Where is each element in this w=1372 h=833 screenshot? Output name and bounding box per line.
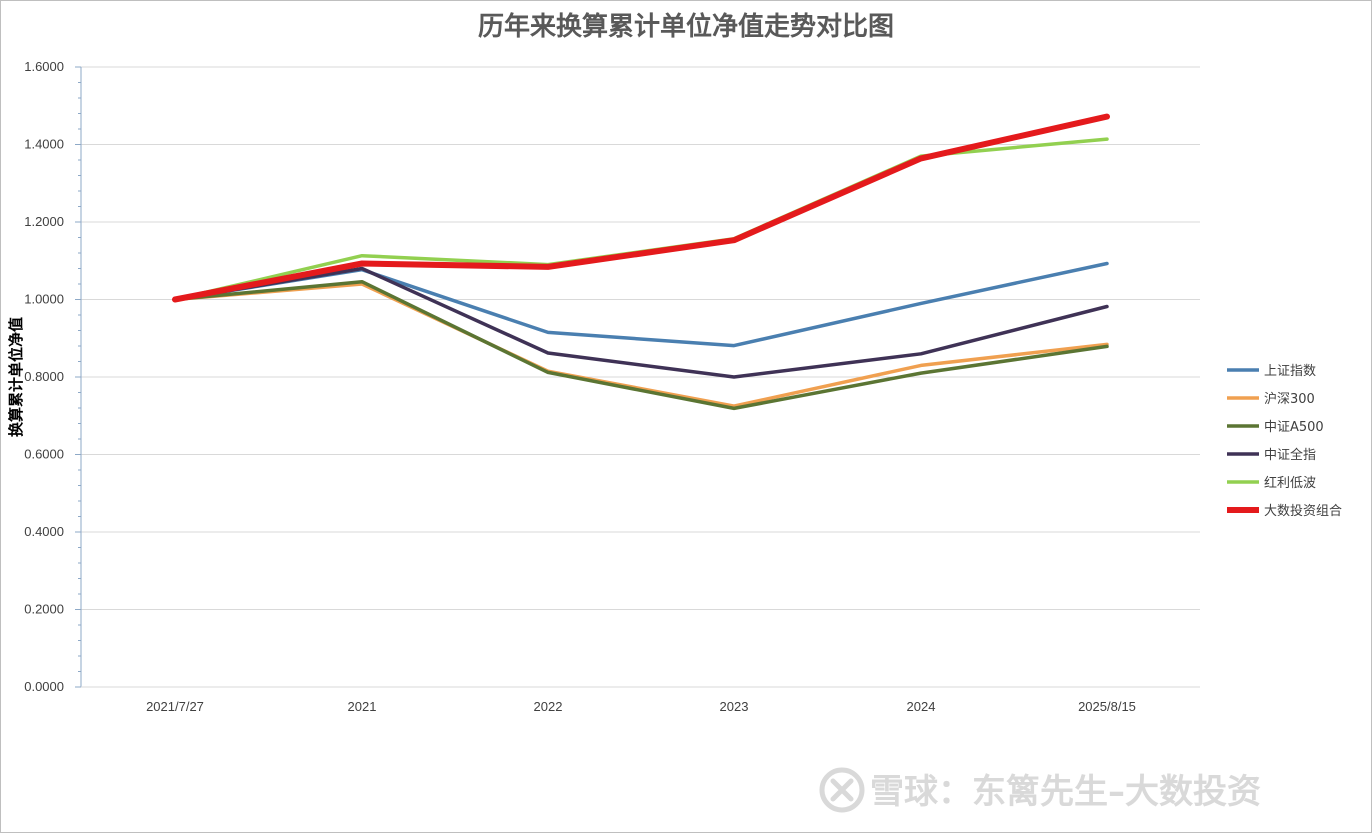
- watermark: 雪球：东篱先生–大数投资: [819, 767, 1261, 813]
- chart-title: 历年来换算累计单位净值走势对比图: [478, 11, 894, 42]
- watermark-text: 雪球：东篱先生–大数投资: [870, 772, 1261, 812]
- legend-label: 上证指数: [1264, 364, 1316, 379]
- y-tick-label: 1.2000: [24, 214, 64, 229]
- x-tick-label: 2021/7/27: [146, 699, 204, 714]
- y-tick-label: 0.2000: [24, 602, 64, 617]
- legend-label: 沪深300: [1264, 391, 1315, 407]
- x-tick-label: 2021: [348, 699, 377, 714]
- series-line: [173, 266, 1109, 379]
- xueqiu-logo-icon: [819, 767, 865, 813]
- y-tick-label: 1.6000: [24, 59, 64, 74]
- y-tick-label: 0.0000: [24, 679, 64, 694]
- legend-label: 中证A500: [1264, 420, 1324, 435]
- y-tick-labels: 0.0000 0.2000 0.4000 0.6000 0.8000 1.0000 1.20…: [24, 59, 64, 694]
- y-tick-label: 1.4000: [24, 137, 64, 152]
- x-tick-labels: 2021/7/27 2021 2022 2023 2024 2025/8/15: [146, 699, 1136, 714]
- series-line: [173, 279, 1109, 411]
- series-line: [173, 282, 1109, 408]
- x-tick-label: 2023: [720, 699, 749, 714]
- y-tick-label: 1.0000: [24, 292, 64, 307]
- y-axis-label: 换算累计单位净值: [7, 317, 25, 437]
- legend-label: 红利低波: [1264, 475, 1316, 491]
- legend-label: 大数投资组合: [1264, 503, 1342, 519]
- series-lines: [172, 113, 1110, 411]
- x-tick-label: 2022: [534, 699, 563, 714]
- series-line: [172, 113, 1110, 303]
- gridlines: [81, 66, 1200, 610]
- x-tick-label: 2024: [907, 699, 936, 714]
- y-tick-label: 0.8000: [24, 369, 64, 384]
- y-tick-label: 0.4000: [24, 524, 64, 539]
- axes: [75, 66, 1200, 688]
- x-tick-label: 2025/8/15: [1078, 699, 1136, 714]
- y-tick-label: 0.6000: [24, 447, 64, 462]
- legend-label: 中证全指: [1264, 447, 1316, 463]
